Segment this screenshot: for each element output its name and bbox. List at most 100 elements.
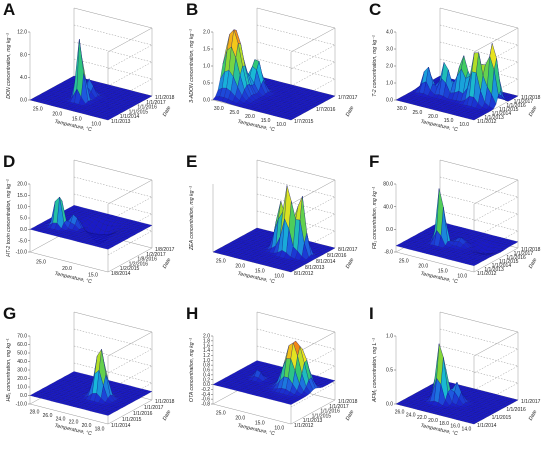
x-tick-label: 22.0 — [69, 420, 79, 426]
x-tick-label: 25.0 — [36, 259, 46, 265]
z-tick-label: -0.6 — [201, 397, 210, 403]
y-tick-label: 1/7/2017 — [338, 95, 358, 101]
z-tick-label: 1.8 — [203, 338, 210, 344]
y-axis-title: Date — [162, 257, 173, 270]
x-tick-label: 10.0 — [274, 426, 284, 432]
y-tick-label: 1/1/2017 — [329, 404, 349, 410]
surface-plot-b: 0.0 0.5 1.0 1.5 2.0 30.0 25.0 20.0 15.0 10.0 1/7/2… — [189, 7, 358, 133]
z-tick-label: 0.8 — [203, 363, 210, 369]
z-tick-label: 1.0 — [386, 81, 393, 87]
y-axis-title: Date — [528, 409, 539, 422]
x-tick-label: 20.0 — [235, 264, 245, 270]
y-tick-label: 1/1/2016 — [506, 255, 526, 261]
z-tick-label: 8.0 — [20, 52, 27, 58]
y-tick-label: 1/8/2016 — [137, 257, 157, 263]
x-tick-label: 10.0 — [274, 274, 284, 280]
y-tick-label: 1/1/2013 — [484, 267, 504, 273]
y-tick-label: 1/2/2016 — [129, 261, 149, 267]
z-axis-title: AFM₁ concentration, mg L⁻¹ — [372, 338, 378, 403]
y-tick-label: 1/7/2015 — [294, 119, 314, 125]
surface-plot-h: -0.8-0.6-0.4-0.20.00.20.40.60.81.01.21.4… — [189, 311, 358, 437]
y-tick-label: 1/1/2018 — [155, 399, 175, 405]
z-tick-label: 0.5 — [203, 81, 210, 87]
z-tick-label: 70.0 — [17, 334, 27, 340]
y-axis-title: Date — [162, 409, 173, 422]
y-tick-label: 1/7/2016 — [316, 107, 336, 113]
surface-cell — [103, 117, 111, 121]
surface-mesh — [395, 343, 519, 425]
z-tick-label: 1.2 — [203, 353, 210, 359]
y-tick-label: 1/1/2018 — [155, 95, 175, 101]
y-tick-label: 1/1/2014 — [492, 263, 512, 269]
x-tick-label: 15.0 — [255, 269, 265, 275]
x-tick-label: 20.0 — [428, 418, 438, 424]
panel-a: 0.0 4.0 8.0 12.0 25.0 20.0 15.0 10.0 1/1/2013 1/1… — [0, 0, 183, 152]
surface-mesh — [395, 43, 519, 121]
y-tick-label: 1/1/2012 — [477, 271, 497, 277]
x-tick-label: 20.0 — [52, 112, 62, 118]
x-tick-label: 15.0 — [255, 421, 265, 427]
x-tick-label: 16.0 — [450, 424, 460, 430]
z-tick-label: -0.4 — [201, 392, 210, 398]
z-tick-label: 1.6 — [203, 343, 210, 349]
surface-cell — [286, 401, 294, 405]
x-tick-label: 25.0 — [399, 259, 409, 265]
x-tick-label: 22.0 — [417, 415, 427, 421]
x-tick-label: 25.0 — [216, 259, 226, 265]
surface-cell — [286, 269, 294, 273]
z-tick-label: -5.0 — [18, 238, 27, 244]
y-tick-label: 1/1/2015 — [492, 415, 512, 421]
surface-plot-i: 0.0 0.5 1.0 26.0 24.0 22.0 20.0 18.0 16.0 14.0 1/1… — [372, 311, 541, 437]
z-axis-title: DON concentration, mg kg⁻¹ — [6, 33, 12, 99]
z-tick-label: 0.0 — [20, 227, 27, 233]
y-tick-label: 8/1/2012 — [294, 271, 314, 277]
z-tick-label: 20.0 — [17, 376, 27, 382]
z-tick-label: -8.0 — [384, 250, 393, 256]
y-tick-label: 1/1/2016 — [137, 105, 157, 111]
y-tick-label: 8/1/2013 — [305, 265, 325, 271]
x-tick-label: 25.0 — [33, 107, 43, 113]
panel-b: 0.0 0.5 1.0 1.5 2.0 30.0 25.0 20.0 15.0 10.0 1/7/2… — [183, 0, 366, 152]
surface-mesh — [29, 348, 153, 416]
surface-mesh — [29, 196, 153, 250]
z-tick-label: 0.5 — [386, 368, 393, 374]
surface-cell — [469, 263, 477, 266]
y-tick-label: 1/1/2014 — [120, 114, 140, 120]
x-tick-label: 20.0 — [245, 114, 255, 120]
z-tick-label: 2.0 — [386, 64, 393, 70]
panel-label-g: G — [3, 304, 17, 323]
y-tick-label: 1/1/2017 — [144, 405, 164, 411]
z-tick-label: 0.6 — [203, 368, 210, 374]
y-tick-label: 1/1/2012 — [294, 423, 314, 429]
z-tick-label: 0.0 — [203, 98, 210, 104]
panel-f: -8.0 0.0 40.0 80.0 25.0 20.0 15.0 10.0 1/1/2012 1… — [366, 152, 549, 304]
y-tick-label: 1/1/2018 — [521, 95, 541, 101]
z-tick-label: 4.0 — [386, 30, 393, 36]
y-tick-label: 1/1/2017 — [146, 100, 166, 106]
z-axis-title: T-2 concentration, mg kg⁻¹ — [372, 35, 378, 97]
z-tick-label: 0.0 — [203, 382, 210, 388]
surface-mesh — [212, 185, 336, 273]
x-tick-label: 25.0 — [216, 411, 226, 417]
x-tick-label: 26.0 — [395, 409, 405, 415]
y-tick-label: 1/1/2012 — [477, 119, 497, 125]
z-tick-label: 5.0 — [20, 216, 27, 222]
x-tick-label: 15.0 — [72, 117, 82, 123]
x-tick-label: 18.0 — [95, 426, 105, 432]
z-tick-label: 60.0 — [17, 342, 27, 348]
x-tick-label: 25.0 — [230, 110, 240, 116]
panel-d: -10.0 -5.0 0.0 5.0 10.0 15.0 20.0 25.0 20.0 15.0 1… — [0, 152, 183, 304]
z-tick-label: 20.0 — [17, 182, 27, 188]
y-tick-label: 1/1/2017 — [514, 251, 534, 257]
z-tick-label: 10.0 — [17, 204, 27, 210]
surface-cell — [469, 421, 477, 425]
z-tick-label: -0.8 — [201, 402, 210, 408]
panel-label-f: F — [369, 152, 380, 171]
y-tick-label: 1/2/2017 — [146, 252, 166, 258]
x-axis-title: Temperature, °C — [54, 271, 93, 285]
y-tick-label: 1/1/2016 — [133, 411, 153, 417]
panel-label-e: E — [186, 152, 198, 171]
surface-cell — [286, 117, 294, 121]
z-tick-label: 0.0 — [386, 227, 393, 233]
y-tick-label: 1/1/2018 — [521, 247, 541, 253]
